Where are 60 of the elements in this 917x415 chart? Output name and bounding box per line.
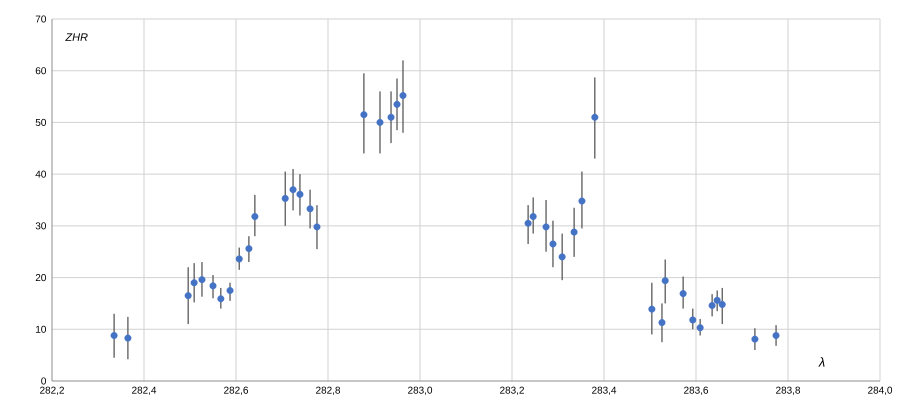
y-tick-label: 0 bbox=[41, 377, 46, 385]
point bbox=[542, 223, 550, 230]
point bbox=[524, 220, 532, 227]
point bbox=[217, 295, 224, 302]
point bbox=[708, 302, 716, 309]
point bbox=[648, 306, 656, 313]
point bbox=[210, 282, 217, 290]
point bbox=[591, 114, 598, 121]
point bbox=[376, 118, 384, 126]
point bbox=[251, 213, 258, 220]
point bbox=[772, 332, 780, 339]
point bbox=[662, 277, 669, 284]
point bbox=[198, 276, 206, 284]
point bbox=[313, 223, 320, 230]
point bbox=[696, 324, 704, 332]
point bbox=[388, 114, 395, 121]
x-tick-label: 282,6 bbox=[224, 386, 248, 395]
point bbox=[184, 292, 192, 300]
point bbox=[226, 287, 234, 294]
point bbox=[394, 100, 401, 108]
point bbox=[570, 228, 578, 236]
point bbox=[680, 290, 687, 298]
x-tick-label: 283,4 bbox=[592, 386, 616, 395]
x-tick-label: 283,2 bbox=[500, 386, 524, 395]
point bbox=[578, 198, 586, 205]
y-tick-label: 30 bbox=[36, 222, 46, 230]
point bbox=[399, 92, 406, 100]
point bbox=[360, 111, 368, 118]
point bbox=[290, 186, 297, 194]
point bbox=[296, 190, 304, 198]
point bbox=[751, 336, 758, 343]
point bbox=[530, 213, 537, 220]
point bbox=[306, 205, 314, 212]
point bbox=[124, 334, 132, 342]
point bbox=[714, 296, 721, 304]
point bbox=[689, 316, 696, 324]
y-tick-label: 20 bbox=[36, 274, 46, 282]
point bbox=[236, 255, 243, 262]
point bbox=[190, 279, 198, 286]
y-tick-label: 10 bbox=[36, 326, 46, 333]
x-tick-label: 283,0 bbox=[408, 386, 432, 395]
x-tick-label: 282,4 bbox=[132, 386, 156, 395]
x-tick-label: 282,8 bbox=[316, 386, 340, 395]
y-tick-label: 50 bbox=[36, 118, 46, 126]
point bbox=[549, 240, 556, 248]
x-tick-label: 283,6 bbox=[684, 386, 708, 395]
x-axis-title: λ bbox=[818, 357, 825, 367]
point bbox=[658, 319, 666, 326]
point bbox=[558, 253, 566, 260]
x-tick-label: 283,8 bbox=[776, 386, 800, 395]
point bbox=[718, 300, 726, 308]
y-tick-label: 60 bbox=[36, 67, 46, 74]
x-tick-label: 282,2 bbox=[40, 386, 64, 395]
point bbox=[110, 332, 118, 339]
x-tick-label: 284,0 bbox=[868, 386, 892, 395]
point bbox=[282, 194, 289, 202]
y-tick-label: 70 bbox=[36, 15, 46, 23]
point bbox=[245, 245, 252, 252]
y-tick-label: 40 bbox=[36, 170, 46, 178]
y-axis-title: ZHR bbox=[65, 33, 88, 41]
